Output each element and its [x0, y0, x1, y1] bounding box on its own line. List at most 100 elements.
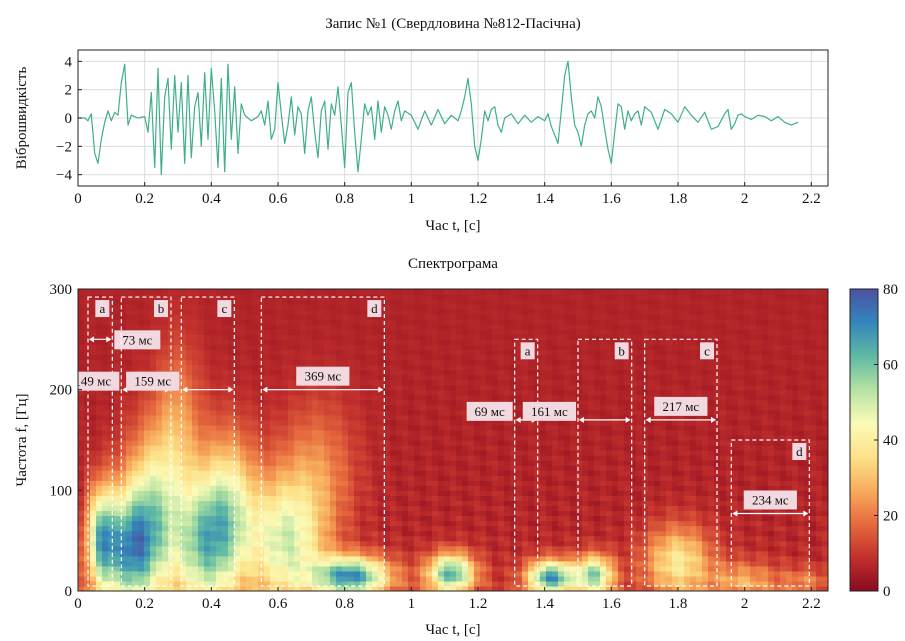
spectrogram-cell: [282, 429, 289, 436]
spectrogram-cell: [702, 490, 709, 496]
spectrogram-cell: [444, 520, 451, 527]
spectrogram-cell: [504, 485, 511, 491]
spectrogram-cell: [282, 545, 289, 552]
spectrogram-cell: [678, 560, 685, 567]
spectrogram-cell: [222, 389, 229, 396]
spectrogram-cell: [186, 505, 193, 512]
spectrogram-cell: [654, 470, 661, 476]
spectrogram-cell: [822, 515, 828, 522]
spectrogram-cell: [600, 495, 607, 501]
spectrogram-cell: [594, 490, 601, 496]
spectrogram-cell: [450, 510, 457, 517]
spectrogram-cell: [786, 404, 793, 411]
spectrogram-cell: [762, 434, 769, 441]
spectrogram-cell: [318, 465, 325, 471]
spectrogram-cell: [546, 490, 553, 496]
spectrogram-cell: [186, 525, 193, 532]
spectrogram-cell: [120, 445, 127, 451]
spectrogram-cell: [204, 429, 211, 436]
spectrogram-cell: [642, 445, 649, 451]
spectrogram-cell: [810, 414, 817, 421]
spectrogram-cell: [480, 570, 487, 577]
spectrogram-cell: [402, 535, 409, 542]
spectrogram-cell: [456, 515, 463, 522]
spectrogram-cell: [480, 434, 487, 441]
spectrogram-cell: [114, 389, 121, 396]
spectrogram-cell: [402, 515, 409, 522]
spectrogram-cell: [414, 535, 421, 542]
spectrogram-cell: [516, 434, 523, 441]
spectrogram-cell: [222, 530, 229, 537]
spectrogram-cell: [714, 520, 721, 527]
spectrogram-cell: [282, 520, 289, 527]
spectrogram-cell: [624, 580, 631, 587]
spectrogram-cell: [564, 575, 571, 582]
spectrogram-cell: [726, 394, 733, 401]
spectrogram-cell: [468, 510, 475, 517]
spectrogram-cell: [696, 500, 703, 507]
spectrogram-cell: [762, 585, 769, 591]
spectrogram-cell: [402, 510, 409, 517]
spectrogram-cell: [216, 475, 223, 481]
spectrogram-cell: [162, 419, 169, 426]
spectrogram-cell: [492, 450, 499, 456]
spectrogram-cell: [726, 540, 733, 547]
spectrogram-cell: [450, 585, 457, 591]
spectrogram-cell: [792, 575, 799, 582]
spectrogram-cell: [312, 550, 319, 557]
spectrogram-cell: [510, 485, 517, 491]
spectrogram-cell: [756, 414, 763, 421]
spectrogram-cell: [270, 414, 277, 421]
spectrogram-cell: [774, 515, 781, 522]
spectrogram-cell: [504, 470, 511, 476]
spectrogram-cell: [372, 510, 379, 517]
spectrogram-cell: [222, 535, 229, 542]
spectrogram-cell: [288, 490, 295, 496]
spectrogram-cell: [300, 515, 307, 522]
spectrogram-cell: [498, 515, 505, 522]
spectrogram-cell: [786, 515, 793, 522]
spectrogram-cell: [186, 510, 193, 517]
spectrogram-cell: [552, 585, 559, 591]
spectrogram-cell: [732, 580, 739, 587]
spectrogram-cell: [534, 394, 541, 401]
spectrogram-cell: [222, 505, 229, 512]
spectrogram-cell: [192, 535, 199, 542]
spectrogram-cell: [270, 570, 277, 577]
spectrogram-cell: [786, 394, 793, 401]
spectrogram-cell: [90, 399, 97, 406]
spectrogram-cell: [642, 550, 649, 557]
spectrogram-cell: [702, 419, 709, 426]
spectrogram-cell: [174, 455, 181, 461]
spectrogram-cell: [330, 470, 337, 476]
spectrogram-cell: [468, 475, 475, 481]
spectrogram-cell: [810, 565, 817, 572]
spectrogram-cell: [816, 429, 823, 436]
spectrogram-cell: [684, 585, 691, 591]
spectrogram-cell: [252, 424, 259, 431]
spectrogram-cell: [636, 440, 643, 446]
spectrogram-cell: [138, 394, 145, 401]
spectrogram-cell: [378, 445, 385, 451]
spectrogram-cell: [630, 419, 637, 426]
spectrogram-cell: [558, 424, 565, 431]
spectrogram-cell: [672, 475, 679, 481]
spectrogram-cell: [594, 530, 601, 537]
spectrogram-cell: [576, 535, 583, 542]
spectrogram-cell: [690, 445, 697, 451]
spectrogram-cell: [384, 545, 391, 552]
spectrogram-cell: [570, 465, 577, 471]
spectrogram-cell: [456, 480, 463, 486]
spectrogram-cell: [78, 560, 85, 567]
spectrogram-cell: [456, 585, 463, 591]
spectrogram-cell: [762, 470, 769, 476]
spectrogram-cell: [180, 409, 187, 416]
spectrogram-cell: [354, 434, 361, 441]
spectrogram-cell: [90, 424, 97, 431]
spectrogram-cell: [756, 565, 763, 572]
spectrogram-cell: [486, 565, 493, 572]
spectrogram-cell: [552, 470, 559, 476]
spectrogram-cell: [480, 470, 487, 476]
spectrogram-cell: [156, 404, 163, 411]
spectrogram-cell: [684, 424, 691, 431]
